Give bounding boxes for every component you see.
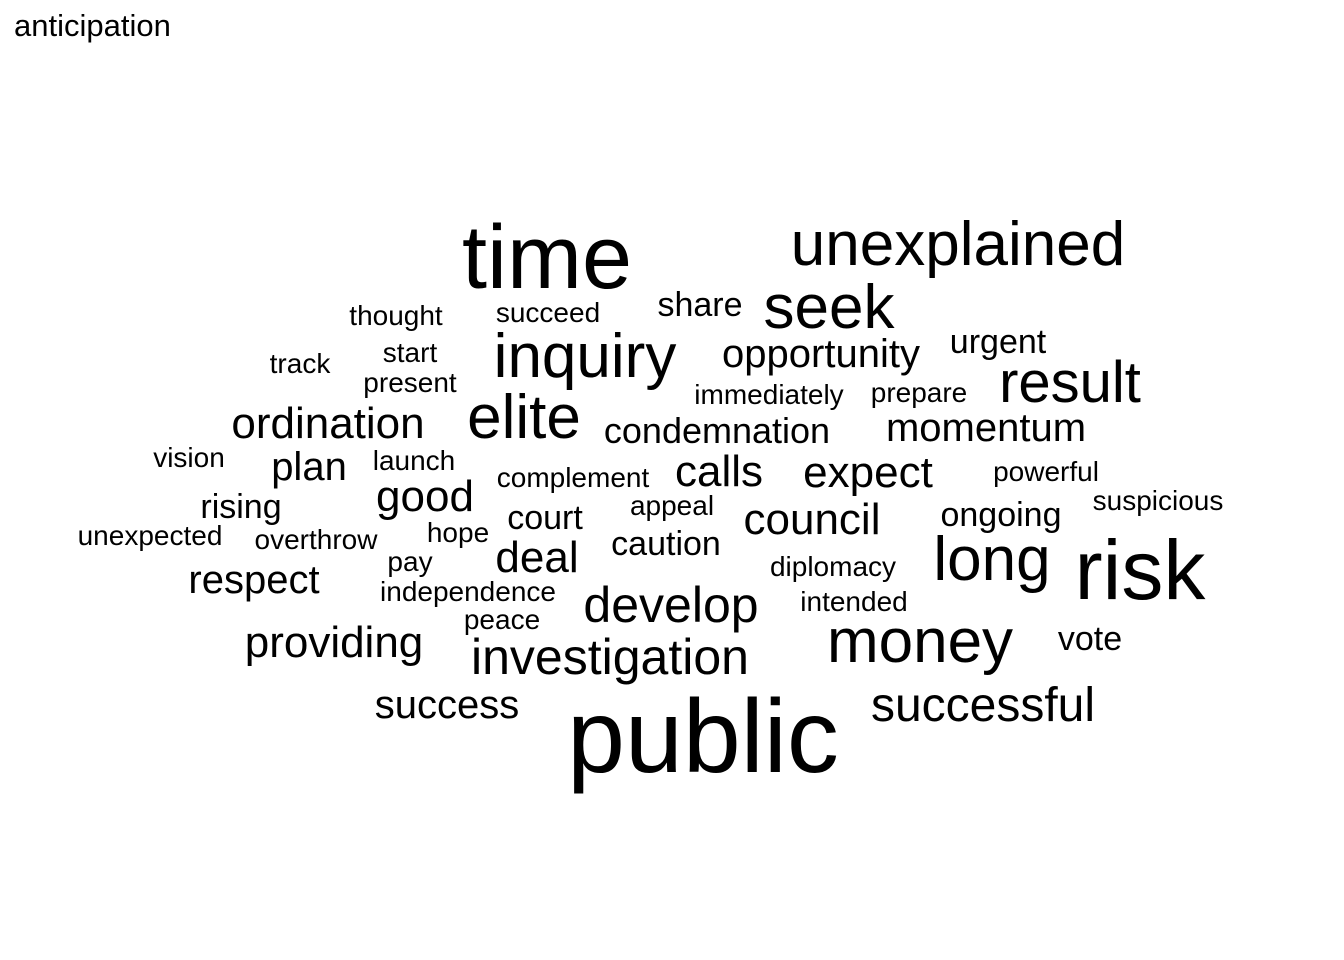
- chart-title: anticipation: [14, 8, 171, 43]
- word-elite: elite: [467, 383, 581, 452]
- word-track: track: [269, 348, 331, 379]
- word-ongoing: ongoing: [940, 496, 1062, 534]
- word-share: share: [657, 286, 743, 324]
- word-develop: develop: [583, 577, 759, 633]
- word-vision: vision: [153, 442, 225, 473]
- word-good: good: [376, 472, 474, 521]
- word-rising: rising: [200, 488, 282, 526]
- word-thought: thought: [349, 300, 443, 331]
- word-appeal: appeal: [629, 490, 715, 521]
- word-launch: launch: [372, 445, 456, 476]
- word-providing: providing: [244, 618, 424, 667]
- word-result: result: [999, 350, 1141, 415]
- word-suspicious: suspicious: [1092, 485, 1224, 516]
- word-vote: vote: [1057, 620, 1123, 658]
- word-investigation: investigation: [471, 629, 749, 685]
- word-independence: independence: [380, 576, 556, 607]
- word-hope: hope: [426, 517, 490, 548]
- word-money: money: [826, 607, 1014, 676]
- word-time: time: [461, 208, 633, 308]
- word-caution: caution: [611, 525, 721, 563]
- word-momentum: momentum: [885, 406, 1087, 450]
- word-condemnation: condemnation: [603, 410, 831, 451]
- word-opportunity: opportunity: [722, 332, 920, 376]
- word-unexpected: unexpected: [77, 520, 223, 551]
- word-seek: seek: [763, 273, 895, 342]
- word-plan: plan: [271, 445, 347, 489]
- word-intended: intended: [800, 586, 908, 617]
- word-ordination: ordination: [231, 399, 425, 448]
- word-prepare: prepare: [870, 377, 968, 408]
- word-immediately: immediately: [694, 379, 844, 410]
- word-inquiry: inquiry: [493, 322, 677, 391]
- word-start: start: [382, 337, 438, 368]
- word-council: council: [743, 495, 881, 544]
- word-urgent: urgent: [949, 323, 1047, 361]
- word-complement: complement: [496, 462, 650, 493]
- word-public: public: [567, 679, 839, 795]
- word-successful: successful: [870, 679, 1096, 732]
- word-long: long: [933, 525, 1051, 594]
- word-respect: respect: [188, 558, 320, 602]
- word-pay: pay: [387, 546, 433, 577]
- word-expect: expect: [803, 448, 933, 497]
- word-court: court: [507, 499, 583, 537]
- word-peace: peace: [463, 604, 541, 635]
- word-success: success: [374, 683, 520, 727]
- word-succeed: succeed: [495, 297, 601, 328]
- word-overthrow: overthrow: [254, 524, 378, 555]
- word-risk: risk: [1074, 523, 1206, 617]
- word-powerful: powerful: [993, 456, 1099, 487]
- word-deal: deal: [495, 533, 579, 582]
- word-unexplained: unexplained: [790, 210, 1126, 279]
- word-diplomacy: diplomacy: [769, 551, 897, 582]
- word-calls: calls: [674, 447, 764, 496]
- word-present: present: [363, 367, 457, 398]
